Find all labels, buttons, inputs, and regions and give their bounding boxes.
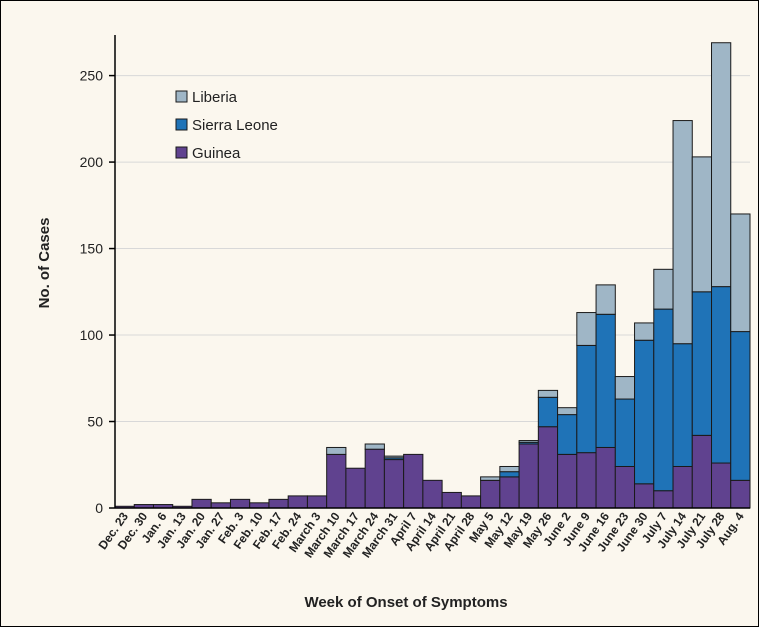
bar-segment-guinea xyxy=(691,434,713,509)
legend: Liberia Sierra Leone Guinea xyxy=(175,89,278,162)
bar-segment-sierra-leone xyxy=(614,398,636,467)
bar-segment-liberia xyxy=(653,268,674,310)
bar-segment-guinea xyxy=(557,453,578,509)
legend-label-liberia: Liberia xyxy=(192,89,238,106)
y-tick-label: 150 xyxy=(80,241,104,257)
legend-swatch-sierra-leone xyxy=(175,118,188,131)
bar-segment-liberia xyxy=(499,465,520,473)
bar-segment-liberia xyxy=(614,376,636,400)
bar-segment-sierra-leone xyxy=(557,414,578,455)
bar-segment-liberia xyxy=(537,389,559,398)
bar-segment-guinea xyxy=(422,479,443,509)
bar-segment-liberia xyxy=(576,312,597,346)
bar-segment-guinea xyxy=(480,479,501,509)
bar-segment-guinea xyxy=(403,453,424,509)
bar-segment-liberia xyxy=(326,446,347,455)
bar-segment-sierra-leone xyxy=(595,313,616,448)
bar-segment-guinea xyxy=(460,495,482,509)
bar-segment-guinea xyxy=(595,446,616,509)
bar-segment-guinea xyxy=(441,491,462,509)
bar-segment-guinea xyxy=(672,465,693,509)
bar-segment-guinea xyxy=(306,495,328,509)
bar-segment-liberia xyxy=(634,322,655,341)
y-tick-labels: 0 50 100 150 200 250 xyxy=(80,68,104,516)
bar-segment-guinea xyxy=(191,498,212,509)
y-tick-label: 50 xyxy=(87,414,103,430)
bar-segment-liberia xyxy=(518,440,539,443)
y-tick-label: 0 xyxy=(95,500,103,516)
bar-segment-guinea xyxy=(326,453,347,509)
bar-segment-guinea xyxy=(653,490,674,509)
bar-segment-guinea xyxy=(249,502,270,509)
bar-segment-liberia xyxy=(595,284,616,315)
bar-segment-guinea xyxy=(576,452,597,509)
bar-segment-sierra-leone xyxy=(672,343,693,467)
bar-segment-sierra-leone xyxy=(691,291,713,436)
bar-segment-guinea xyxy=(210,502,231,509)
bar-segment-guinea xyxy=(634,483,655,509)
bar-segment-liberia xyxy=(557,407,578,416)
bar-segment-guinea xyxy=(711,462,732,509)
bar-segment-liberia xyxy=(730,213,751,333)
bar-segment-sierra-leone xyxy=(730,331,751,481)
bar-segment-guinea xyxy=(287,495,308,509)
bar-segment-liberia xyxy=(383,455,405,459)
legend-label-guinea: Guinea xyxy=(192,145,241,162)
bars xyxy=(114,42,751,509)
bar-segment-sierra-leone xyxy=(576,344,597,454)
bar-segment-guinea xyxy=(383,459,405,509)
bar-segment-sierra-leone xyxy=(634,339,655,485)
bar-segment-sierra-leone xyxy=(499,471,520,478)
bar-segment-sierra-leone xyxy=(711,286,732,464)
bar-segment-guinea xyxy=(364,448,385,509)
legend-swatch-guinea xyxy=(175,146,188,159)
bar-segment-liberia xyxy=(480,476,501,481)
bar-segment-guinea xyxy=(518,443,539,509)
bar-segment-guinea xyxy=(499,476,520,509)
axes xyxy=(109,35,750,509)
x-axis-title: Week of Onset of Symptoms xyxy=(304,594,507,611)
bar-segment-guinea xyxy=(229,498,251,509)
bar-segment-guinea xyxy=(268,498,289,509)
bar-segment-liberia xyxy=(711,42,732,288)
bar-segment-guinea xyxy=(537,426,559,509)
bar-segment-liberia xyxy=(364,443,385,450)
bar-segment-guinea xyxy=(614,465,636,509)
y-tick-label: 100 xyxy=(80,327,104,343)
legend-label-sierra-leone: Sierra Leone xyxy=(192,117,278,134)
bar-segment-guinea xyxy=(730,479,751,509)
y-tick-label: 250 xyxy=(80,68,104,84)
bar-segment-guinea xyxy=(345,467,366,509)
y-tick-label: 200 xyxy=(80,154,104,170)
bar-segment-liberia xyxy=(691,156,713,293)
y-axis-title: No. of Cases xyxy=(36,218,53,309)
bar-segment-sierra-leone xyxy=(653,308,674,492)
legend-swatch-liberia xyxy=(175,90,188,103)
bar-segment-sierra-leone xyxy=(537,396,559,428)
bar-segment-liberia xyxy=(672,120,693,345)
